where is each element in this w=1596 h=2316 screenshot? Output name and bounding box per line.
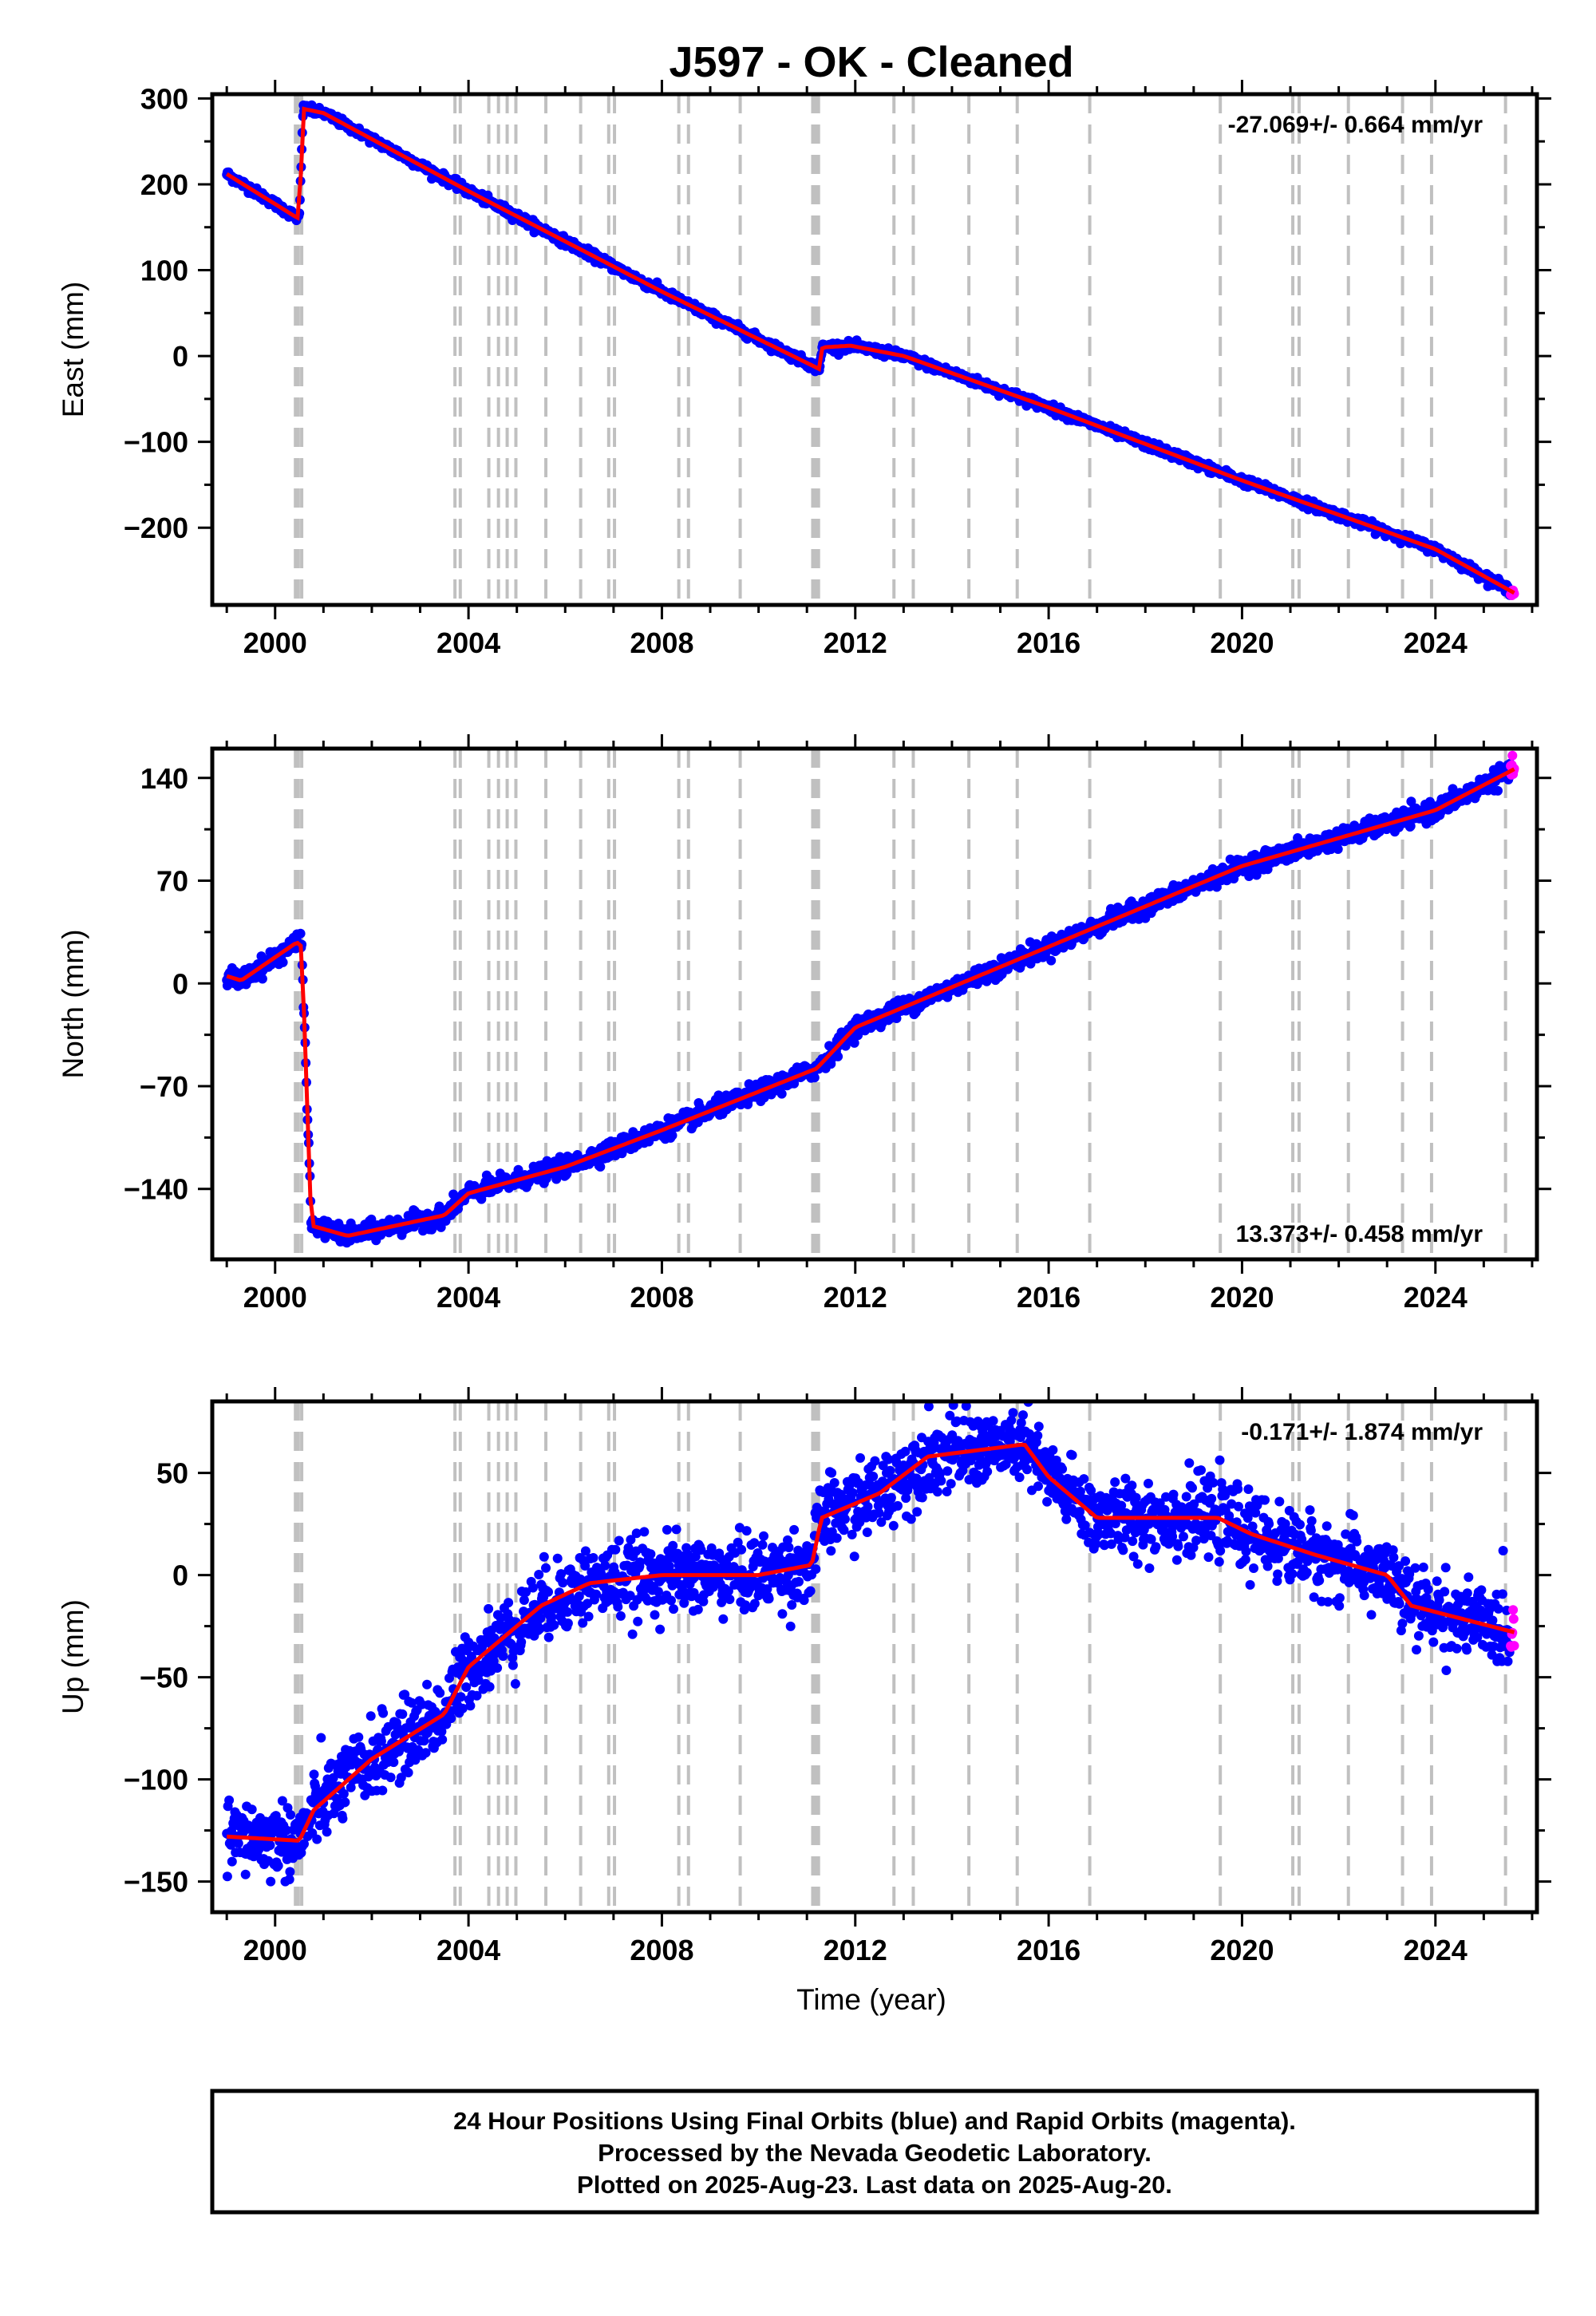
model-fit-line [226, 767, 1515, 1238]
final-orbit-point [295, 928, 306, 939]
final-orbit-point [1025, 958, 1036, 969]
final-orbit-point [833, 1051, 843, 1061]
x-axis: 2000 2004 2008 2012 2016 2020 2024 [225, 734, 1534, 1314]
x-tick-label: 2008 [630, 1281, 693, 1314]
x-tick-label: 2016 [1017, 1281, 1080, 1314]
final-orbit-point [365, 1711, 376, 1721]
y-tick-label: 100 [140, 255, 188, 287]
final-orbit-point [595, 1162, 606, 1172]
final-orbit-point [282, 1825, 291, 1836]
rapid-orbit-point [1507, 750, 1518, 761]
final-orbit-point [233, 1838, 243, 1848]
final-orbit-point [1493, 785, 1503, 796]
y-axis: −140 −70 0 70 140 [124, 762, 1551, 1206]
y-tick-label: −200 [124, 512, 188, 544]
final-orbit-point [227, 1856, 237, 1867]
final-orbit-point [378, 1708, 389, 1718]
final-orbit-point [266, 1876, 276, 1887]
final-orbit-point [389, 1757, 399, 1768]
model-fit-line [225, 106, 1515, 595]
x-tick-label: 2004 [437, 626, 500, 659]
final-orbit-point [397, 1709, 408, 1719]
final-orbit-point [308, 1797, 318, 1808]
x-axis: 2000 2004 2008 2012 2016 2020 2024 [225, 80, 1534, 659]
final-orbit-point [340, 1797, 350, 1808]
plot-frame [210, 746, 1539, 1262]
final-orbit-point [265, 1840, 275, 1851]
final-orbit-point [667, 1130, 678, 1140]
x-tick-label: 2008 [630, 626, 693, 659]
final-orbit-point [285, 1867, 295, 1877]
final-orbit-point [776, 1089, 787, 1099]
y-tick-label: 0 [172, 967, 188, 1000]
x-tick-label: 2016 [1017, 626, 1080, 659]
y-axis-label: East (mm) [57, 282, 89, 418]
y-tick-label: −70 [140, 1070, 188, 1103]
final-orbit-point [322, 1827, 332, 1837]
final-orbit-point [809, 1073, 820, 1083]
chart-title: J597 - OK - Cleaned [669, 38, 1073, 86]
final-orbit-point [366, 1214, 377, 1224]
final-orbit-point [254, 1844, 264, 1854]
final-orbit-point [277, 1796, 287, 1806]
x-tick-label: 2024 [1404, 1281, 1468, 1314]
final-orbit-point [849, 1037, 859, 1048]
y-tick-label: 70 [156, 865, 188, 898]
x-tick-label: 2020 [1210, 626, 1274, 659]
y-tick-label: −140 [124, 1173, 188, 1206]
final-orbit-point [286, 1810, 296, 1820]
x-tick-label: 2024 [1404, 626, 1468, 659]
east-panel: 2000 2004 2008 2012 2016 2020 2024 −200 −100 0 100… [57, 80, 1551, 659]
final-orbit-point [338, 1813, 348, 1824]
final-orbit-point [284, 1875, 294, 1884]
y-tick-label: −100 [124, 426, 188, 459]
y-axis-label: North (mm) [57, 929, 89, 1078]
final-orbit-point [312, 1834, 322, 1844]
velocity-label: -27.069+/- 0.664 mm/yr [1228, 112, 1483, 138]
x-tick-label: 2012 [824, 1281, 887, 1314]
final-orbit-point [309, 1769, 319, 1780]
final-orbit-point [377, 1785, 388, 1796]
final-orbit-point [247, 1804, 257, 1815]
plot-frame [210, 92, 1539, 607]
x-tick-label: 2012 [824, 626, 887, 659]
final-orbit-point [1046, 955, 1057, 966]
final-orbit-point [1448, 784, 1458, 794]
final-orbit-point [273, 1860, 283, 1871]
y-tick-label: 200 [140, 168, 188, 201]
final-orbit-point [354, 1732, 364, 1742]
final-orbit-point [222, 1871, 232, 1882]
x-tick-label: 2000 [243, 626, 307, 659]
final-orbit-point [271, 1811, 281, 1821]
x-tick-label: 2000 [243, 1281, 307, 1314]
final-orbit-point [316, 1733, 326, 1743]
final-orbit-point [278, 957, 288, 967]
final-orbit-point [1211, 882, 1222, 892]
y-tick-label: 300 [140, 82, 188, 115]
final-orbit-point [257, 974, 267, 984]
y-tick-label: 140 [140, 762, 188, 795]
y-axis: −200 −100 0 100 200 300 [124, 82, 1551, 544]
final-orbit-point [224, 1795, 235, 1805]
final-orbit-point [1333, 844, 1343, 854]
final-orbit-point [1405, 821, 1416, 832]
x-tick-label: 2020 [1210, 1281, 1274, 1314]
velocity-label: 13.373+/- 0.458 mm/yr [1236, 1221, 1483, 1247]
final-orbit-point [385, 1773, 396, 1783]
final-orbit-point [299, 1839, 309, 1849]
daily-positions [222, 1401, 1519, 1887]
north-panel: 2000 2004 2008 2012 2016 2020 2024 −140 −70 0 70 14… [57, 734, 1551, 1314]
final-orbit-point [240, 1869, 251, 1879]
up-panel: 2000 2004 2008 2012 2016 2020 2024−150−100−500… [57, 1387, 1551, 1966]
x-tick-label: 2004 [437, 1281, 500, 1314]
daily-positions [222, 750, 1519, 1248]
y-tick-label: 0 [172, 340, 188, 373]
